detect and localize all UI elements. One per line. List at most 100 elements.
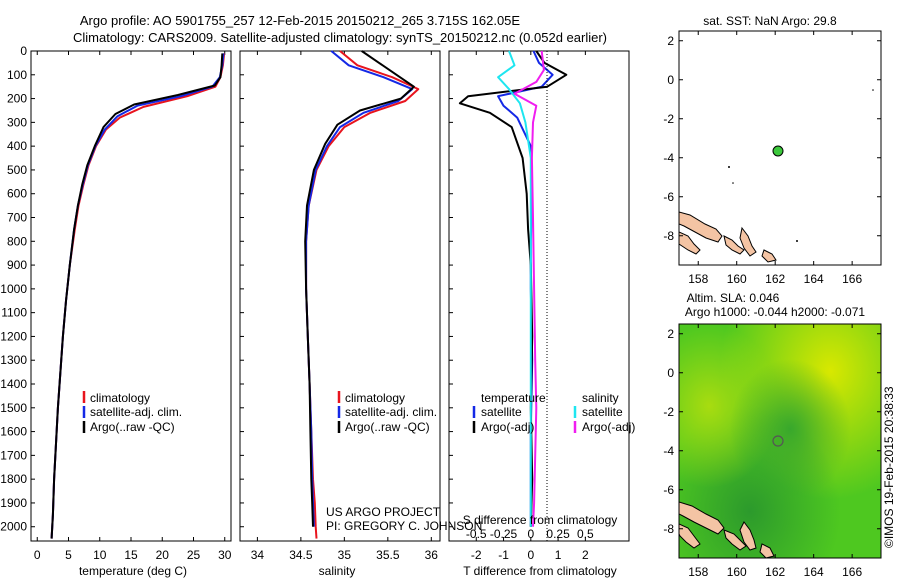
x-tick-label: 2	[582, 548, 589, 562]
depth-tick-label: 1600	[0, 425, 27, 439]
map-x-tick-label: 158	[688, 272, 708, 286]
depth-tick-label: 200	[7, 92, 27, 106]
depth-axis: 0 100 200 300 400 500 600 700 800 900 1000 1100 1200…	[0, 44, 453, 534]
depth-tick-label: 500	[7, 163, 27, 177]
x-tick-label: 0	[527, 548, 534, 562]
salinity-x-axis: 34 34.5 35 35.5 36	[251, 51, 439, 562]
island-icon	[872, 89, 874, 91]
x-tick-label: 0	[34, 548, 41, 562]
map-y-tick-label: 0	[667, 73, 674, 87]
map-x-tick-label: 160	[727, 565, 747, 579]
map-x-tick-label: 166	[842, 565, 862, 579]
legend-label-argo: Argo(..raw -QC)	[345, 420, 430, 434]
map-y-tick-label: -2	[663, 112, 674, 126]
figure-title-line1: Argo profile: AO 5901755_257 12-Feb-2015…	[80, 13, 521, 28]
x-tick-label: 5	[65, 548, 72, 562]
x-tick-label: 10	[93, 548, 107, 562]
map-x-tick-label: 160	[727, 272, 747, 286]
map-y-tick-label: -4	[663, 151, 674, 165]
land-icon	[761, 249, 777, 263]
legend-label-s-argo: Argo(-adj)	[582, 420, 635, 434]
s-diff-tick-label: -0.25	[490, 527, 518, 541]
sla-map-subtitle: Argo h1000: -0.044 h2000: -0.071	[685, 305, 865, 319]
series-line-argo-raw-qc	[50, 53, 224, 539]
depth-tick-label: 1000	[0, 282, 27, 296]
map-x-tick-label: 162	[765, 272, 785, 286]
series-line-climatology	[305, 50, 420, 539]
imos-stamp: ©IMOS 19-Feb-2015 20:38:33	[882, 386, 896, 548]
sst-map-axes: 158 160 162 164 166 2 0 -2 -4 -6 -8	[663, 31, 881, 286]
figure-title-line2: Climatology: CARS2009. Satellite-adjuste…	[73, 30, 607, 45]
depth-tick-label: 400	[7, 139, 27, 153]
s-diff-tick-label: 0	[527, 527, 534, 541]
map-y-tick-label: -6	[663, 483, 674, 497]
argo-float-position-marker	[772, 435, 784, 447]
depth-tick-label: 1700	[0, 448, 27, 462]
s-diff-tick-label: 0.25	[546, 527, 570, 541]
project-credit: US ARGO PROJECT	[326, 505, 441, 519]
x-tick-label: 35	[338, 548, 352, 562]
difference-legend: temperature salinity satellite Argo(-adj…	[472, 391, 635, 434]
t-difference-axis-label: T difference from climatology	[463, 564, 617, 578]
depth-tick-label: 0	[20, 44, 27, 58]
map-x-tick-label: 158	[688, 565, 708, 579]
legend-title-salinity: salinity	[582, 391, 619, 405]
map-y-tick-label: -2	[663, 405, 674, 419]
map-x-tick-label: 162	[765, 565, 785, 579]
sla-map-frame	[678, 323, 882, 559]
x-tick-label: -1	[498, 548, 509, 562]
map-y-tick-label: 2	[667, 34, 674, 48]
land-icon	[739, 226, 757, 257]
island-icon	[732, 182, 734, 184]
sla-map-title: Altim. SLA: 0.046	[687, 291, 780, 305]
depth-tick-label: 900	[7, 258, 27, 272]
legend-title-temperature: temperature	[481, 391, 546, 405]
x-tick-label: 1	[555, 548, 562, 562]
land-icon	[679, 231, 701, 255]
land-icon	[679, 501, 725, 535]
salinity-legend: climatology satellite-adj. clim. Argo(..…	[337, 391, 437, 434]
difference-series	[458, 50, 568, 527]
depth-tick-label: 800	[7, 234, 27, 248]
depth-tick-label: 300	[7, 115, 27, 129]
pi-credit: PI: GREGORY C. JOHNSON	[326, 519, 482, 533]
x-tick-label: 36	[425, 548, 439, 562]
map-y-tick-label: -4	[663, 444, 674, 458]
temperature-legend: climatology satellite-adj. clim. Argo(..…	[82, 391, 182, 434]
temperature-axis-label: temperature (deg C)	[79, 564, 187, 578]
map-y-tick-label: -8	[663, 229, 674, 243]
land-icon	[723, 529, 747, 551]
series-line-climatology	[50, 53, 226, 539]
sla-map-field	[679, 324, 881, 558]
island-icon	[796, 240, 798, 242]
salinity-series	[304, 50, 420, 539]
depth-tick-label: 2000	[0, 520, 27, 534]
depth-tick-label: 1500	[0, 401, 27, 415]
depth-tick-label: 100	[7, 68, 27, 82]
legend-label-s-satellite: satellite	[582, 405, 623, 419]
series-line-argo-adj	[513, 50, 545, 527]
x-tick-label: -2	[471, 548, 482, 562]
map-x-tick-label: 166	[842, 272, 862, 286]
legend-label-satellite: satellite-adj. clim.	[90, 405, 182, 419]
sla-map-axes: 158 160 162 164 166 2 0 -2 -4 -6 -8	[663, 324, 881, 579]
s-diff-tick-label: -0.5	[466, 527, 487, 541]
temperature-panel-frame	[30, 50, 232, 542]
map-y-tick-label: -6	[663, 190, 674, 204]
series-line-satellite-adj-clim	[50, 53, 225, 539]
temperature-x-axis: 0 5 10 15 20 25 30	[34, 51, 232, 562]
difference-panel-frame	[448, 50, 630, 542]
depth-tick-label: 1300	[0, 353, 27, 367]
legend-label-t-satellite: satellite	[481, 405, 522, 419]
land-icon	[759, 543, 775, 558]
depth-tick-label: 1800	[0, 472, 27, 486]
legend-label-t-argo: Argo(-adj)	[481, 420, 534, 434]
map-y-tick-label: 0	[667, 366, 674, 380]
sst-map-coastline	[679, 89, 874, 263]
x-tick-label: 15	[124, 548, 138, 562]
depth-tick-label: 600	[7, 187, 27, 201]
map-x-tick-label: 164	[804, 565, 824, 579]
x-tick-label: 20	[156, 548, 170, 562]
depth-tick-label: 1200	[0, 329, 27, 343]
